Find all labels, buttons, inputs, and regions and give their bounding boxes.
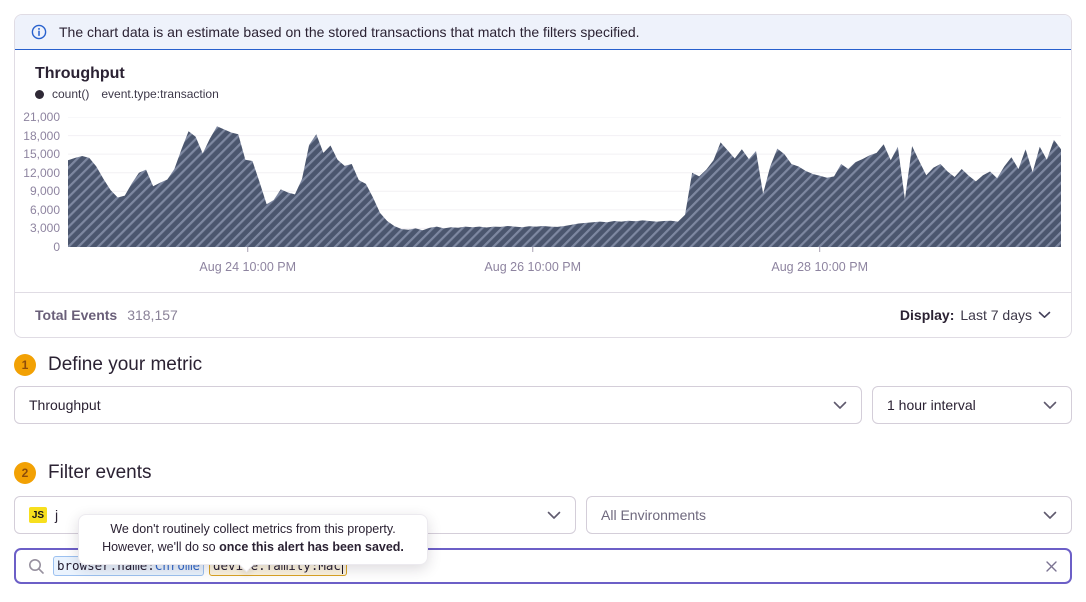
x-tick-label: Aug 26 10:00 PM [484, 260, 582, 274]
area-series [68, 126, 1061, 247]
chart-legend: count() event.type:transaction [35, 87, 1051, 101]
total-events: Total Events 318,157 [35, 307, 178, 323]
section-title: Define your metric [48, 354, 203, 375]
section-define-metric: 1 Define your metric [14, 354, 1072, 376]
chart-footer: Total Events 318,157 Display: Last 7 day… [15, 292, 1071, 337]
chart-plot-area[interactable] [68, 117, 1061, 253]
tooltip-line2: However, we'll do so once this alert has… [102, 539, 404, 554]
chevron-down-icon [1043, 511, 1057, 519]
info-icon [31, 24, 47, 40]
display-range-dropdown[interactable]: Display: Last 7 days [900, 307, 1051, 323]
step-number-badge: 2 [14, 462, 36, 484]
chevron-down-icon [1038, 311, 1051, 318]
x-tick-label: Aug 28 10:00 PM [771, 260, 868, 274]
tooltip-line1: We don't routinely collect metrics from … [110, 522, 396, 536]
legend-aggregate: count() [52, 87, 90, 101]
text-cursor [341, 558, 344, 574]
section-filter-events: 2 Filter events [14, 462, 1072, 484]
section-title: Filter events [48, 462, 152, 483]
x-tick-label: Aug 24 10:00 PM [199, 260, 297, 274]
step-number-badge: 1 [14, 354, 36, 376]
info-banner-text: The chart data is an estimate based on t… [59, 24, 640, 40]
y-tick-label: 12,000 [23, 165, 60, 180]
environment-select-value: All Environments [601, 507, 707, 523]
throughput-chart-svg [68, 117, 1061, 252]
series-dot-icon [35, 89, 44, 99]
chart-title: Throughput [35, 65, 125, 82]
chart-panel: The chart data is an estimate based on t… [14, 14, 1072, 338]
property-tooltip: We don't routinely collect metrics from … [78, 514, 428, 572]
close-icon [1046, 560, 1057, 572]
axis-ticks [247, 247, 821, 252]
y-tick-label: 15,000 [23, 147, 60, 162]
project-select-value: j [55, 507, 59, 523]
y-tick-label: 21,000 [23, 110, 60, 124]
y-tick-label: 6,000 [29, 202, 60, 217]
x-axis-labels: Aug 24 10:00 PM Aug 26 10:00 PM Aug 28 1… [68, 260, 1061, 276]
y-axis-labels: 21,000 18,000 15,000 12,000 9,000 6,000 … [15, 111, 68, 254]
interval-select-value: 1 hour interval [887, 397, 976, 413]
display-label: Display: [899, 307, 955, 323]
javascript-platform-icon: JS [29, 507, 47, 523]
throughput-chart: 21,000 18,000 15,000 12,000 9,000 6,000 … [15, 111, 1071, 254]
chevron-down-icon [1043, 401, 1057, 409]
y-tick-label: 3,000 [29, 221, 60, 236]
total-events-label: Total Events [35, 307, 118, 323]
chevron-down-icon [547, 511, 561, 519]
y-tick-label: 9,000 [29, 184, 60, 199]
search-icon [29, 558, 44, 574]
y-tick-label: 0 [53, 239, 60, 254]
environment-select[interactable]: All Environments [586, 496, 1072, 534]
legend-filter: event.type:transaction [101, 87, 219, 101]
y-tick-label: 18,000 [23, 128, 60, 143]
display-value: Last 7 days [960, 307, 1032, 323]
metric-row: Throughput 1 hour interval [14, 386, 1072, 424]
info-banner: The chart data is an estimate based on t… [15, 15, 1071, 50]
total-events-value: 318,157 [127, 307, 178, 323]
chevron-down-icon [833, 401, 847, 409]
interval-select[interactable]: 1 hour interval [872, 386, 1072, 424]
metric-select-value: Throughput [29, 397, 101, 413]
metric-select[interactable]: Throughput [14, 386, 862, 424]
clear-search-button[interactable] [1045, 560, 1058, 573]
chart-header: Throughput count() event.type:transactio… [15, 50, 1071, 101]
